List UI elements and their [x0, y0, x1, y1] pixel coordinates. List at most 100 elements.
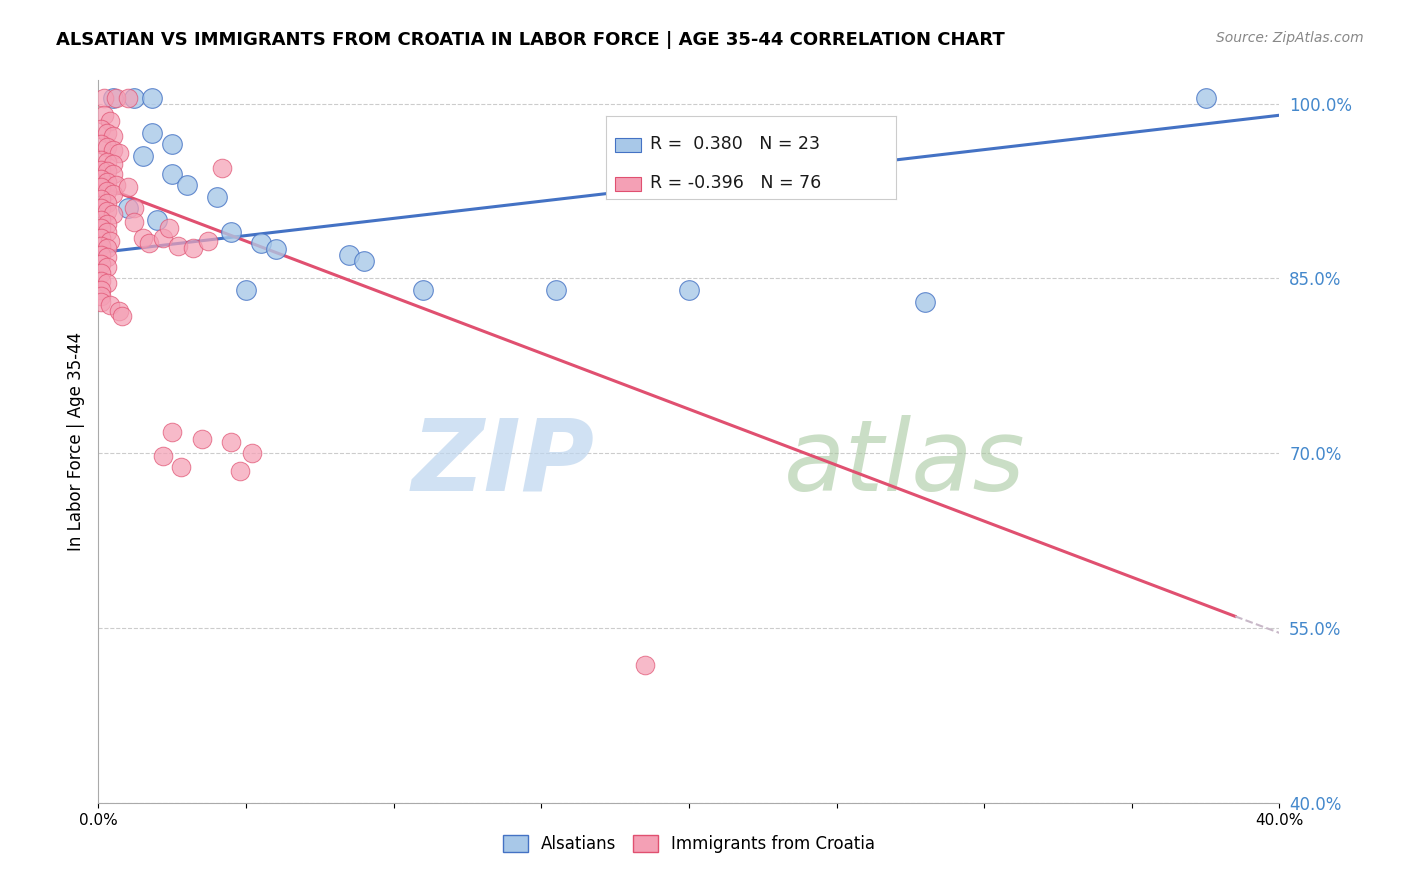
Point: [90, 213, 112, 227]
Point: [157, 221, 180, 235]
Point: [546, 283, 568, 297]
Point: [103, 157, 125, 171]
Point: [111, 309, 134, 323]
Point: [205, 190, 228, 204]
Point: [132, 230, 155, 244]
Point: [108, 145, 131, 160]
Point: [103, 91, 125, 105]
FancyBboxPatch shape: [614, 178, 641, 191]
Point: [117, 180, 139, 194]
Point: [678, 283, 700, 297]
Point: [240, 446, 263, 460]
Point: [1195, 91, 1218, 105]
Point: [412, 283, 434, 297]
Point: [108, 304, 131, 318]
Point: [96, 126, 118, 140]
Text: R = -0.396   N = 76: R = -0.396 N = 76: [650, 174, 821, 192]
Point: [90, 239, 112, 253]
Point: [181, 241, 204, 255]
Point: [96, 184, 118, 198]
Point: [96, 276, 118, 290]
Point: [103, 143, 125, 157]
Point: [117, 202, 139, 216]
Point: [90, 137, 112, 152]
Point: [162, 167, 183, 181]
Point: [90, 257, 112, 271]
Point: [96, 241, 118, 255]
Point: [90, 221, 112, 235]
Point: [191, 432, 214, 446]
Text: R =  0.380   N = 23: R = 0.380 N = 23: [650, 135, 820, 153]
Point: [170, 460, 193, 475]
Point: [96, 195, 118, 210]
Point: [122, 215, 145, 229]
Point: [105, 91, 128, 105]
Point: [914, 294, 936, 309]
Point: [152, 230, 174, 244]
Point: [93, 91, 115, 105]
Point: [90, 230, 112, 244]
Point: [141, 126, 163, 140]
Point: [96, 260, 118, 274]
Point: [235, 283, 257, 297]
Point: [103, 207, 125, 221]
Point: [122, 202, 145, 216]
Point: [90, 294, 112, 309]
Point: [96, 225, 118, 239]
Point: [221, 225, 243, 239]
Point: [250, 236, 273, 251]
Point: [197, 234, 219, 248]
Text: Source: ZipAtlas.com: Source: ZipAtlas.com: [1216, 31, 1364, 45]
Point: [103, 187, 125, 202]
Point: [264, 242, 287, 256]
Point: [96, 203, 118, 218]
Point: [96, 154, 118, 169]
Point: [90, 192, 112, 206]
Point: [90, 180, 112, 194]
Point: [105, 178, 128, 193]
Point: [152, 449, 174, 463]
Point: [339, 248, 361, 262]
Text: ALSATIAN VS IMMIGRANTS FROM CROATIA IN LABOR FORCE | AGE 35-44 CORRELATION CHART: ALSATIAN VS IMMIGRANTS FROM CROATIA IN L…: [56, 31, 1005, 49]
Point: [90, 248, 112, 262]
Point: [146, 213, 169, 227]
FancyBboxPatch shape: [614, 138, 641, 153]
Point: [167, 239, 190, 253]
Point: [96, 175, 118, 189]
Point: [122, 91, 145, 105]
Point: [162, 137, 183, 152]
Point: [211, 161, 233, 175]
Point: [229, 464, 252, 478]
Legend: Alsatians, Immigrants from Croatia: Alsatians, Immigrants from Croatia: [496, 828, 882, 860]
Point: [634, 658, 657, 673]
Point: [103, 129, 125, 144]
Point: [96, 217, 118, 231]
Point: [96, 139, 118, 153]
Point: [98, 114, 121, 128]
Point: [90, 283, 112, 297]
Point: [221, 434, 243, 449]
Point: [90, 266, 112, 280]
Point: [98, 298, 121, 312]
Point: [162, 425, 183, 440]
Text: ZIP: ZIP: [412, 415, 595, 512]
Point: [93, 108, 115, 122]
Point: [90, 274, 112, 288]
Point: [353, 254, 375, 268]
Point: [132, 149, 155, 163]
Y-axis label: In Labor Force | Age 35-44: In Labor Force | Age 35-44: [66, 332, 84, 551]
Point: [138, 236, 160, 251]
Point: [90, 172, 112, 186]
Point: [90, 289, 112, 303]
Point: [96, 164, 118, 178]
Point: [90, 122, 112, 136]
Point: [90, 163, 112, 178]
Point: [96, 251, 118, 265]
Point: [117, 91, 139, 105]
Text: atlas: atlas: [783, 415, 1025, 512]
Point: [176, 178, 198, 193]
Point: [103, 167, 125, 181]
Point: [90, 153, 112, 167]
Point: [141, 91, 163, 105]
Point: [90, 202, 112, 216]
